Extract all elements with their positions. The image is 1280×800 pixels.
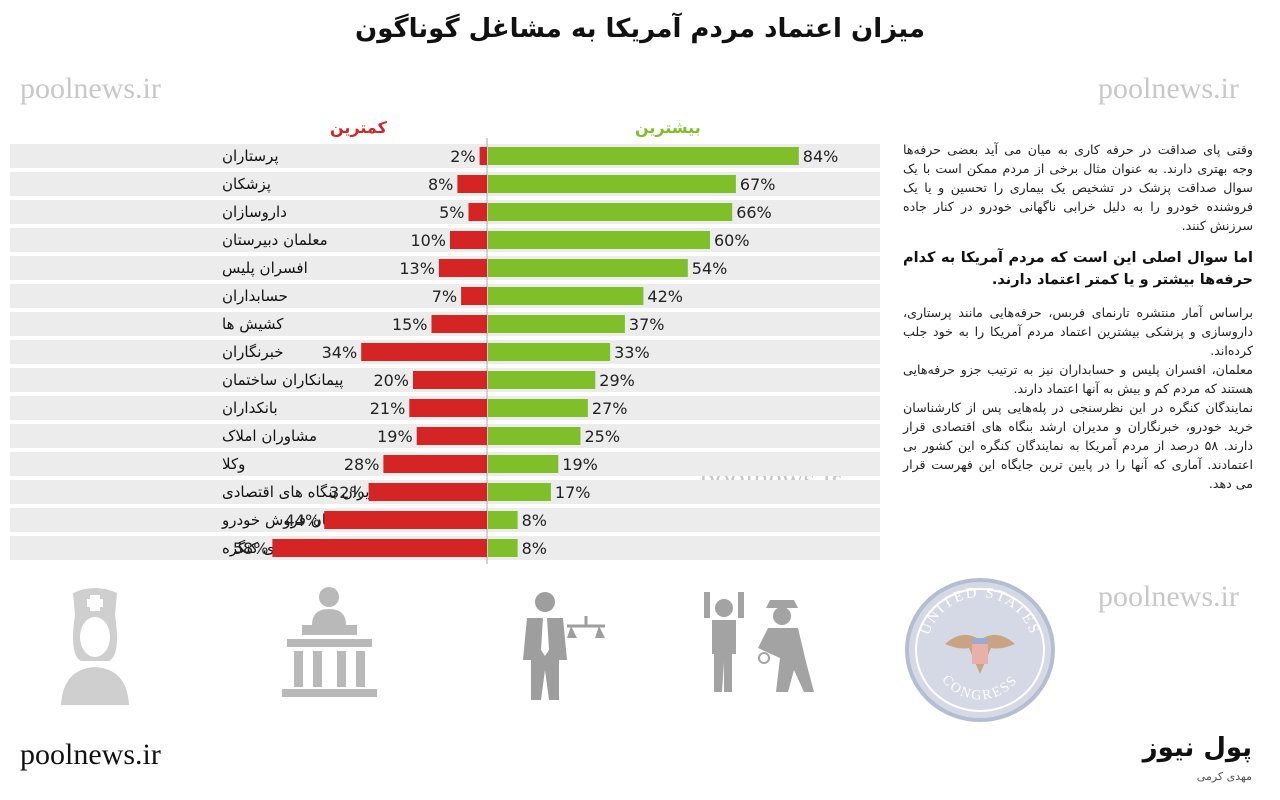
bar-least <box>413 371 487 389</box>
category-label: پرستاران <box>222 147 279 166</box>
value-label-least: 58% <box>233 539 269 558</box>
value-label-least: 19% <box>377 427 413 446</box>
paragraph-most-trusted: براساس آمار منتشره تارنمای فربس، حرفه‌ها… <box>903 305 1253 358</box>
bar-least <box>461 287 487 305</box>
brand-logo: پول نیوز <box>1142 733 1252 763</box>
bar-least <box>479 147 487 165</box>
value-label-least: 13% <box>399 259 435 278</box>
legend-most: بیشترین <box>635 118 701 137</box>
value-label-most: 8% <box>522 539 547 558</box>
value-label-most: 84% <box>803 147 839 166</box>
value-label-least: 21% <box>370 399 406 418</box>
value-label-most: 8% <box>522 511 547 530</box>
bar-most <box>488 259 688 277</box>
value-label-most: 29% <box>599 371 635 390</box>
bar-most <box>488 315 625 333</box>
watermark: poolnews.ir <box>1098 72 1239 105</box>
trust-bar-chart: پرستاران 84% 2% پزشکان 67% 8% داروسازان 66% 5% مع… <box>10 138 880 564</box>
category-label: حسابداران <box>222 287 288 305</box>
value-label-least: 5% <box>439 203 464 222</box>
bar-most <box>488 231 710 249</box>
lawyer-icon <box>523 592 605 700</box>
nurse-icon <box>61 588 129 705</box>
category-label: افسران پلیس <box>222 259 308 278</box>
row-band <box>10 284 880 308</box>
intro-paragraph: وقتی پای صداقت در حرفه کاری به میان می آ… <box>903 142 1253 233</box>
bar-least <box>450 231 487 249</box>
main-question: اما سوال اصلی این است که مردم آمریکا به … <box>903 250 1253 288</box>
value-label-most: 67% <box>740 175 776 194</box>
value-label-most: 33% <box>614 343 650 362</box>
bar-most <box>488 483 551 501</box>
bar-most <box>488 539 518 557</box>
bar-most <box>488 511 518 529</box>
row-band <box>10 200 880 224</box>
value-label-most: 17% <box>555 483 591 502</box>
row-band <box>10 228 880 252</box>
paragraph-congress: نمایندگان کنگره در این نظرسنجی در پله‌ها… <box>903 400 1253 491</box>
bar-least <box>438 259 487 277</box>
value-label-most: 42% <box>647 287 683 306</box>
bar-least <box>383 455 487 473</box>
bar-least <box>416 427 487 445</box>
value-label-least: 20% <box>373 371 409 390</box>
bar-least <box>324 511 487 529</box>
category-label: کشیش ها <box>222 315 284 333</box>
bar-most <box>488 399 588 417</box>
value-label-least: 8% <box>428 175 453 194</box>
bar-least <box>368 483 487 501</box>
value-label-most: 25% <box>585 427 621 446</box>
value-label-most: 66% <box>736 203 772 222</box>
bar-most <box>488 343 611 361</box>
value-label-least: 7% <box>432 287 457 306</box>
bar-most <box>488 455 559 473</box>
value-label-least: 28% <box>344 455 380 474</box>
bar-most <box>488 287 644 305</box>
police-arrest-icon <box>704 592 814 692</box>
bar-most <box>488 427 581 445</box>
value-label-most: 60% <box>714 231 750 250</box>
category-label: معلمان دبیرستان <box>222 231 328 249</box>
category-label: وکلا <box>222 455 245 473</box>
bar-least <box>361 343 487 361</box>
category-label: بانکداران <box>222 399 278 417</box>
courthouse-icon <box>282 587 377 697</box>
bar-most <box>488 147 799 165</box>
category-label: پزشکان <box>222 175 271 194</box>
category-label: داروسازان <box>222 203 287 221</box>
value-label-most: 27% <box>592 399 628 418</box>
watermark: poolnews.ir <box>1098 580 1239 613</box>
watermark: poolnews.ir <box>20 72 161 105</box>
value-label-least: 32% <box>329 483 365 502</box>
value-label-most: 19% <box>562 455 598 474</box>
category-label: مشاوران املاک <box>222 427 317 445</box>
bar-least <box>457 175 487 193</box>
bar-least <box>272 539 487 557</box>
page-title: میزان اعتماد مردم آمریکا به مشاغل گوناگو… <box>355 14 925 44</box>
value-label-least: 15% <box>392 315 428 334</box>
bar-most <box>488 371 596 389</box>
value-label-least: 10% <box>410 231 446 250</box>
value-label-least: 2% <box>450 147 475 166</box>
value-label-least: 34% <box>322 343 358 362</box>
bar-least <box>468 203 487 221</box>
category-label: مدیران بنگاه های اقتصادی <box>222 483 385 501</box>
footer-site: poolnews.ir <box>20 738 161 771</box>
category-label: پیمانکاران ساختمان <box>222 371 343 390</box>
category-label: خبرنگاران <box>222 343 284 361</box>
legend-least: کمترین <box>330 118 387 137</box>
value-label-most: 37% <box>629 315 665 334</box>
side-text: وقتی پای صداقت در حرفه کاری به میان می آ… <box>903 140 1253 503</box>
value-label-most: 54% <box>692 259 728 278</box>
paragraph-medium-trusted: معلمان، افسران پلیس و حسابداران نیز به ت… <box>903 362 1253 396</box>
value-label-least: 44% <box>285 511 321 530</box>
bar-most <box>488 175 736 193</box>
bar-least <box>409 399 487 417</box>
author-name: مهدی کرمی <box>1196 770 1252 783</box>
bar-most <box>488 203 733 221</box>
congress-seal-icon: UNITED STATES CONGRESS <box>905 578 1055 722</box>
bar-least <box>431 315 487 333</box>
